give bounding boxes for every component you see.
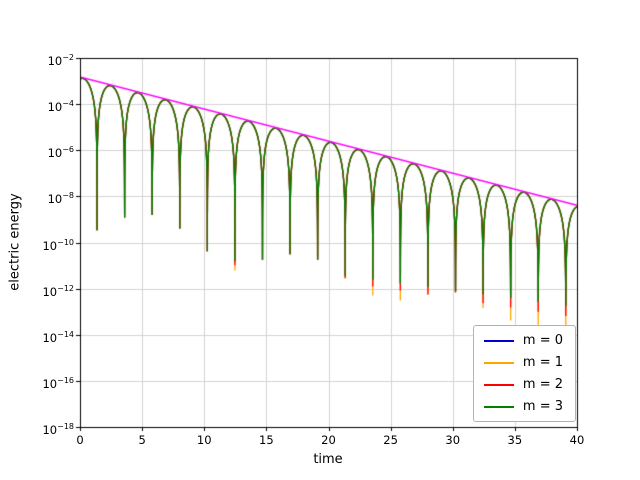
y-tick-label: 10−4 bbox=[47, 99, 74, 114]
y-tick-label: 10−18 bbox=[42, 422, 74, 437]
x-tick-label: 5 bbox=[138, 433, 146, 447]
x-tick-label: 35 bbox=[507, 433, 523, 447]
legend-item: m = 2 bbox=[483, 377, 563, 392]
legend-item-label: m = 0 bbox=[522, 333, 563, 348]
y-tick-label: 10−16 bbox=[42, 375, 74, 391]
x-tick-label: 30 bbox=[445, 433, 461, 447]
legend-line-swatch bbox=[483, 405, 514, 408]
y-tick-label: 10−12 bbox=[42, 283, 74, 299]
legend-item: m = 0 bbox=[483, 333, 563, 348]
legend[interactable]: m = 0 m = 1 m = 2 m = 3 bbox=[472, 325, 576, 422]
y-tick-label: 10−2 bbox=[47, 53, 74, 68]
x-tick-label: 40 bbox=[569, 433, 585, 447]
legend-line-swatch bbox=[483, 383, 514, 386]
x-tick-label: 20 bbox=[321, 433, 336, 447]
legend-item-label: m = 1 bbox=[522, 355, 563, 370]
legend-line-swatch bbox=[483, 361, 514, 364]
legend-item-label: m = 3 bbox=[522, 399, 563, 414]
y-tick-label: 10−10 bbox=[42, 237, 74, 253]
x-axis-label: time bbox=[313, 452, 343, 467]
legend-item: m = 1 bbox=[483, 355, 563, 370]
x-tick-label: 25 bbox=[383, 433, 398, 447]
legend-line-swatch bbox=[483, 339, 514, 342]
x-tick-label: 15 bbox=[259, 433, 274, 447]
y-tick-label: 10−6 bbox=[47, 145, 74, 161]
x-tick-label: 0 bbox=[76, 433, 84, 447]
y-axis-label: electric energy bbox=[7, 193, 23, 291]
legend-item: m = 3 bbox=[483, 399, 563, 414]
x-tick-label: 10 bbox=[196, 433, 212, 447]
y-tick-label: 10−8 bbox=[47, 191, 74, 207]
y-tick-label: 10−14 bbox=[42, 329, 74, 345]
legend-item-label: m = 2 bbox=[522, 377, 563, 392]
